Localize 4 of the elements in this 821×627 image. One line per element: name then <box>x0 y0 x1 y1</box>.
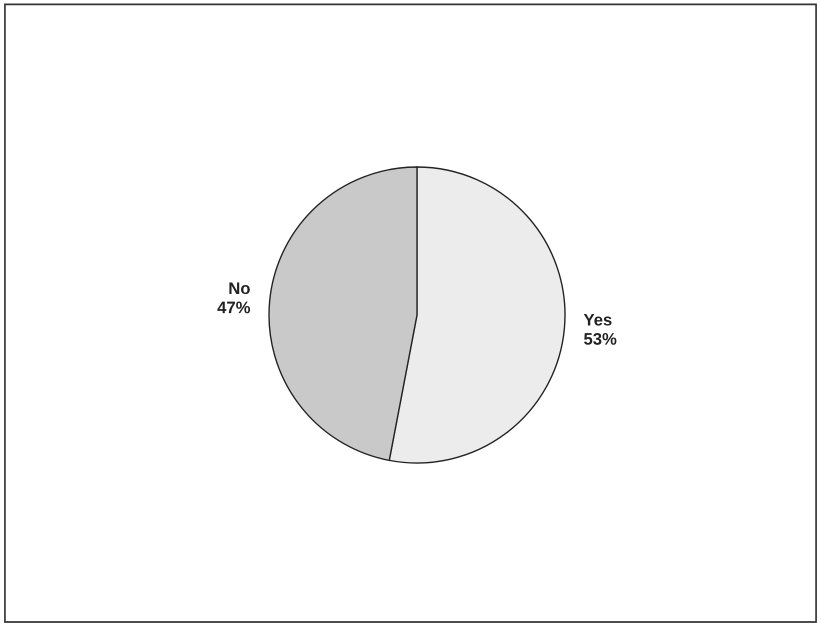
slice-label: No <box>229 282 250 294</box>
slice-label: Yes <box>584 314 612 326</box>
data-label: 53% <box>584 332 616 345</box>
data-label: 47% <box>217 302 250 314</box>
